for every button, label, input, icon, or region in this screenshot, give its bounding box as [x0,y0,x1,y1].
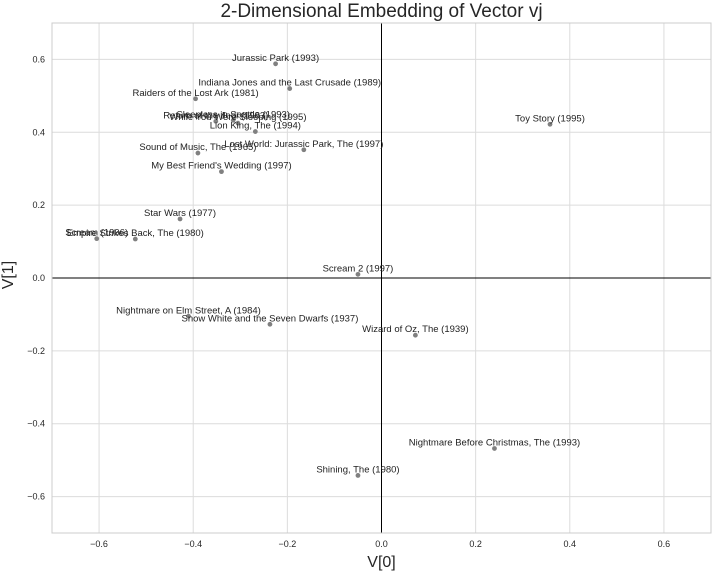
x-tick-label: −0.4 [184,539,202,549]
point-label: Scream (1996) [65,228,128,239]
data-point [219,169,224,175]
data-point [195,150,201,156]
y-axis-label: V[1] [0,260,17,290]
point-label: While You Were Sleeping (1995) [169,112,306,123]
data-points [94,61,553,478]
point-label: Jurassic Park (1993) [232,53,319,64]
point-label: Scream 2 (1997) [323,263,394,274]
point-label: Snow White and the Seven Dwarfs (1937) [181,313,358,324]
point-label: Lost World: Jurassic Park, The (1997) [224,139,383,150]
zero-axis-lines [52,23,711,533]
data-point [94,236,100,242]
y-tick-label: −0.2 [27,346,45,356]
tick-labels: −0.6 −0.4 −0.2 0.0 0.2 0.4 0.6 −0.6 −0.4 −0.2 0.0 0… [27,54,670,549]
x-tick-label: −0.6 [90,539,108,549]
data-point [355,473,361,478]
y-tick-label: 0.4 [32,127,45,137]
data-point [252,129,258,134]
y-tick-label: −0.4 [27,419,45,429]
point-label: Star Wars (1977) [144,208,216,219]
point-label: Empire Strikes Back, The (1980) [67,228,204,239]
x-tick-label: 0.0 [375,539,388,549]
y-tick-label: 0.6 [32,54,45,64]
x-tick-label: 0.2 [469,539,482,549]
data-point [193,96,198,102]
data-point [230,117,236,123]
x-tick-label: 0.4 [564,539,577,549]
point-label: Nightmare on Elm Street, A (1984) [116,305,261,316]
data-point [213,118,219,124]
point-label: Wizard of Oz, The (1939) [362,324,468,335]
point-label: Indiana Jones and the Last Crusade (1989… [198,78,381,89]
data-point [273,61,278,67]
point-label: Nightmare Before Christmas, The (1993) [409,437,580,448]
x-tick-label: −0.2 [278,539,296,549]
y-tick-label: 0.2 [32,200,45,210]
data-point [186,313,191,319]
data-point [492,446,497,451]
point-label: Return of the Jedi (1983) [163,110,268,121]
data-point [177,216,183,222]
data-point [132,236,138,242]
plot-frame [51,22,712,534]
data-point [412,332,418,338]
point-label: Raiders of the Lost Ark (1981) [132,88,258,99]
data-point [235,120,241,126]
y-tick-label: 0.0 [32,273,45,283]
data-point [267,321,273,327]
point-label: My Best Friend's Wedding (1997) [151,161,292,172]
point-label: Sleepless in Seattle (1993) [176,109,290,120]
point-label: Shining, The (1980) [316,464,399,475]
point-label: Sound of Music, The (1965) [139,142,256,153]
point-labels: Jurassic Park (1993) Indiana Jones and th… [65,53,585,476]
point-label: Lion King, The (1994) [210,121,301,132]
data-point [547,121,553,127]
data-point [287,86,293,91]
x-tick-label: 0.6 [658,539,671,549]
data-point [301,147,307,153]
point-label: Toy Story (1995) [515,113,585,124]
x-axis-label: V[0] [367,554,396,571]
chart-title: 2-Dimensional Embedding of Vector vj [220,1,543,22]
y-tick-label: −0.6 [27,492,45,502]
data-point [355,271,361,277]
